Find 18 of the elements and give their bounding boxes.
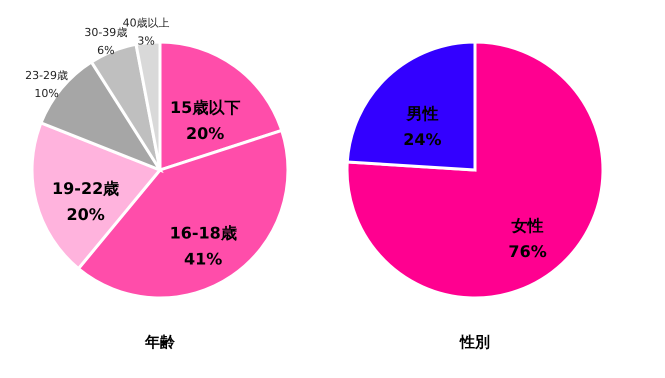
data-label: 10% — [34, 87, 59, 100]
data-label: 20% — [186, 124, 224, 143]
text: 性別 — [459, 333, 490, 351]
data-label: 20% — [66, 205, 105, 224]
data-label: 24% — [403, 130, 442, 150]
slice-label: 23-29歳 — [25, 69, 68, 82]
data-label: 41% — [184, 250, 222, 269]
slice-label: 16-18歳 — [170, 224, 237, 243]
data-label: 6% — [97, 44, 115, 58]
data-label: 3% — [137, 34, 155, 48]
slice-label: 15歳以下 — [170, 98, 240, 117]
text: 年齢 — [144, 333, 176, 351]
data-label: 76% — [508, 242, 547, 261]
pie-slice — [346, 40, 604, 300]
slice-label: 30-39歳 — [84, 26, 128, 40]
slice-label: 女性 — [510, 216, 544, 235]
slice-label: 男性 — [405, 104, 438, 124]
slice-label: 19-22歳 — [52, 179, 120, 198]
